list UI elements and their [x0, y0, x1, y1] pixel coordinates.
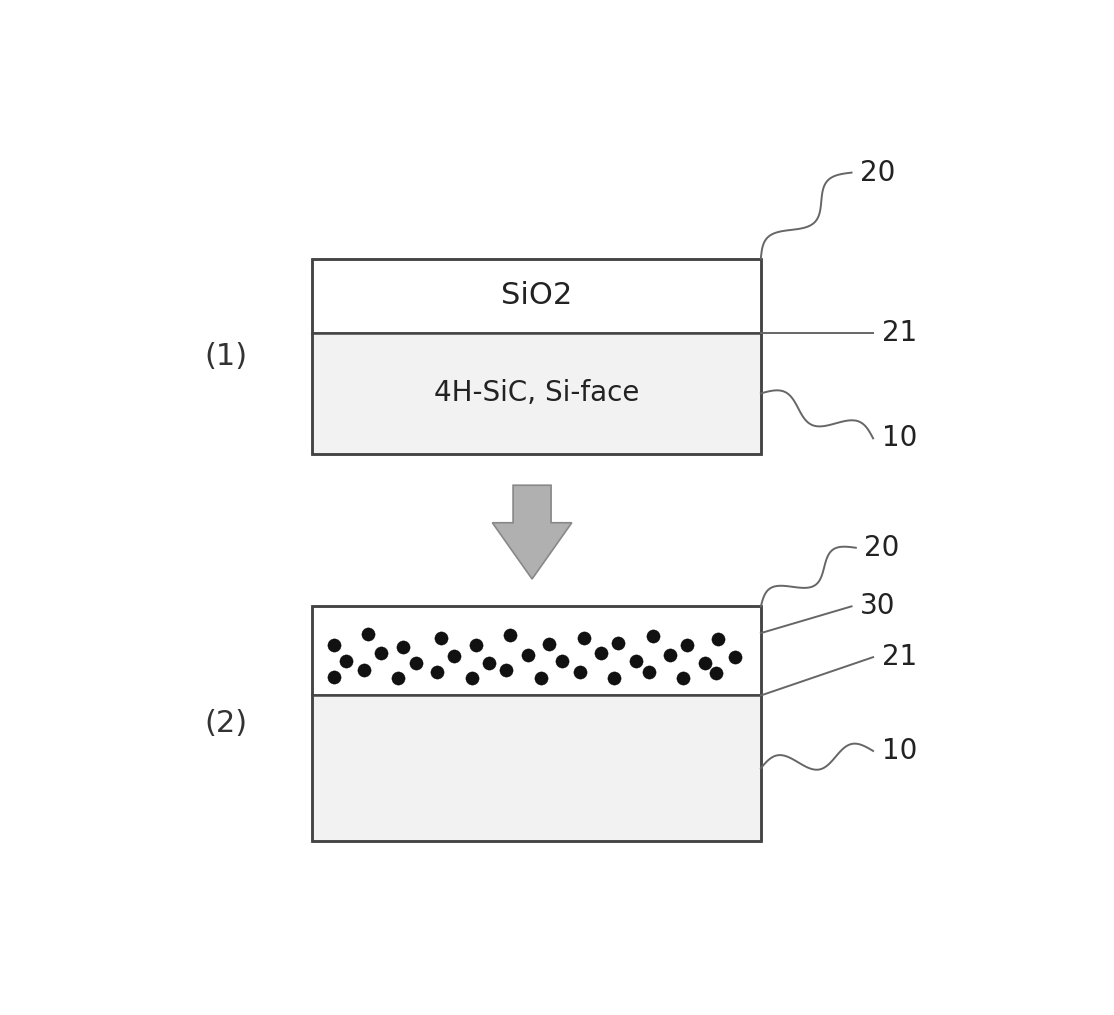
Text: SiO2: SiO2: [501, 281, 571, 311]
Bar: [312, 259, 761, 454]
FancyArrow shape: [492, 485, 571, 579]
Text: 20: 20: [864, 534, 900, 561]
Bar: [312, 333, 761, 454]
Text: 21: 21: [882, 644, 917, 671]
Bar: [312, 259, 761, 333]
Text: 10: 10: [882, 424, 917, 453]
Bar: [312, 606, 761, 840]
Bar: [312, 606, 761, 695]
Text: (1): (1): [204, 342, 247, 370]
Text: 30: 30: [860, 593, 896, 620]
Bar: [312, 695, 761, 840]
Text: 4H-SiC, Si-face: 4H-SiC, Si-face: [433, 380, 639, 407]
Text: 10: 10: [882, 737, 917, 765]
Text: (2): (2): [204, 709, 247, 738]
Text: 20: 20: [860, 158, 896, 187]
Text: 21: 21: [882, 319, 917, 347]
